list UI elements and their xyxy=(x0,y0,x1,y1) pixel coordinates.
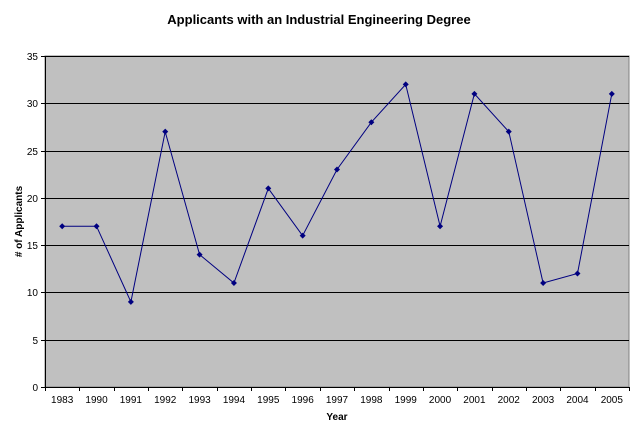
x-tick-label: 1991 xyxy=(120,395,143,406)
data-point xyxy=(93,223,100,230)
x-tick-label: 1997 xyxy=(326,395,349,406)
data-point xyxy=(59,223,66,230)
y-tick-label: 15 xyxy=(27,241,39,252)
data-point xyxy=(471,90,478,97)
data-point xyxy=(540,279,547,286)
y-axis-title: # of Applicants xyxy=(14,185,25,257)
chart-title: Applicants with an Industrial Engineerin… xyxy=(167,12,471,27)
data-point xyxy=(299,232,306,239)
x-tick-label: 2001 xyxy=(463,395,486,406)
y-tick-label: 25 xyxy=(27,147,39,158)
x-tick-label: 2005 xyxy=(601,395,624,406)
data-point xyxy=(230,279,237,286)
x-tick-label: 2004 xyxy=(566,395,589,406)
x-tick-label: 1983 xyxy=(51,395,74,406)
series-layer xyxy=(59,81,615,305)
data-point xyxy=(127,298,134,305)
y-tick-label: 35 xyxy=(27,52,39,63)
y-tick-label: 10 xyxy=(27,288,39,299)
x-tick-labels: 1983 1990 1991 1992 1993 1994 1995 1996 1997 1998… xyxy=(45,387,630,406)
data-point xyxy=(196,251,203,258)
x-tick-label: 2002 xyxy=(498,395,521,406)
x-axis-title: Year xyxy=(326,412,347,423)
x-tick-label: 2003 xyxy=(532,395,555,406)
data-point xyxy=(574,270,581,277)
y-tick-label: 0 xyxy=(32,383,38,394)
data-point xyxy=(437,223,444,230)
axes xyxy=(45,56,629,388)
x-tick-label: 1993 xyxy=(188,395,211,406)
data-point xyxy=(162,128,169,135)
data-point xyxy=(608,90,615,97)
y-tick-label: 5 xyxy=(32,336,38,347)
data-point xyxy=(505,128,512,135)
x-tick-label: 1998 xyxy=(360,395,383,406)
y-tick-label: 30 xyxy=(27,99,39,110)
x-tick-label: 1992 xyxy=(154,395,177,406)
plot-area xyxy=(44,55,630,388)
data-point xyxy=(402,81,409,88)
x-tick-label: 1995 xyxy=(257,395,280,406)
x-tick-label: 1999 xyxy=(395,395,418,406)
x-tick-label: 2000 xyxy=(429,395,452,406)
gridlines xyxy=(45,56,629,341)
y-tick-labels: 0 5 10 15 20 25 30 35 xyxy=(27,52,45,394)
data-point xyxy=(368,119,375,126)
x-tick-label: 1996 xyxy=(292,395,315,406)
x-tick-label: 1994 xyxy=(223,395,246,406)
y-tick-label: 20 xyxy=(27,194,39,205)
data-point xyxy=(334,166,340,173)
data-point xyxy=(265,185,272,192)
x-tick-label: 1990 xyxy=(85,395,108,406)
